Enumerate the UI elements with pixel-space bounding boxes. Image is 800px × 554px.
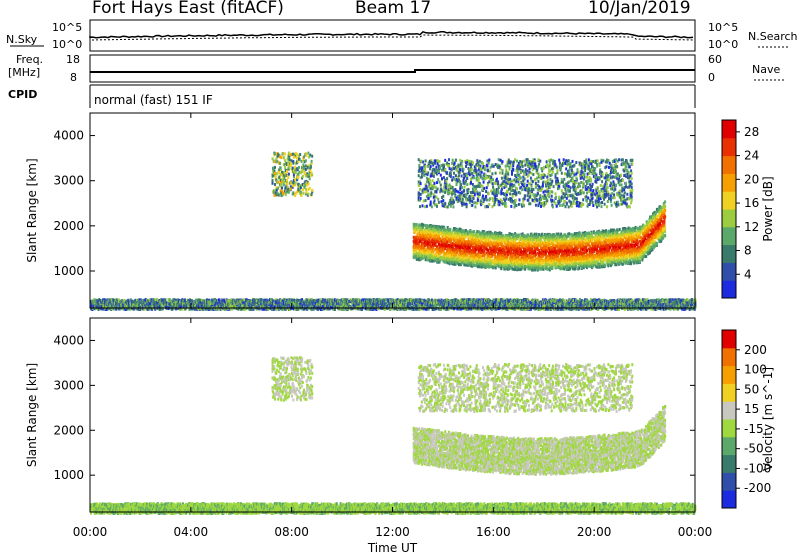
data-cell	[464, 264, 466, 267]
data-cell	[449, 228, 451, 231]
data-cell	[447, 248, 449, 251]
data-cell	[462, 250, 464, 253]
freq-trace	[90, 70, 695, 72]
data-cell	[418, 245, 420, 248]
data-cell	[484, 253, 486, 256]
freq-panel	[90, 55, 695, 82]
data-cell	[473, 230, 475, 233]
panel-1-data	[90, 152, 696, 312]
data-cell	[428, 247, 430, 250]
data-cell	[433, 249, 435, 252]
data-cell	[490, 265, 492, 268]
data-cell	[480, 251, 482, 254]
data-cell	[473, 264, 475, 267]
radar-chart: 1000200030004000Slant Range [km]48121620…	[0, 0, 800, 554]
data-cell	[469, 249, 471, 252]
data-cell	[495, 266, 497, 269]
data-cell	[447, 261, 449, 264]
nsky-trace	[90, 32, 693, 38]
data-cell	[422, 224, 424, 227]
data-cell	[416, 223, 418, 226]
